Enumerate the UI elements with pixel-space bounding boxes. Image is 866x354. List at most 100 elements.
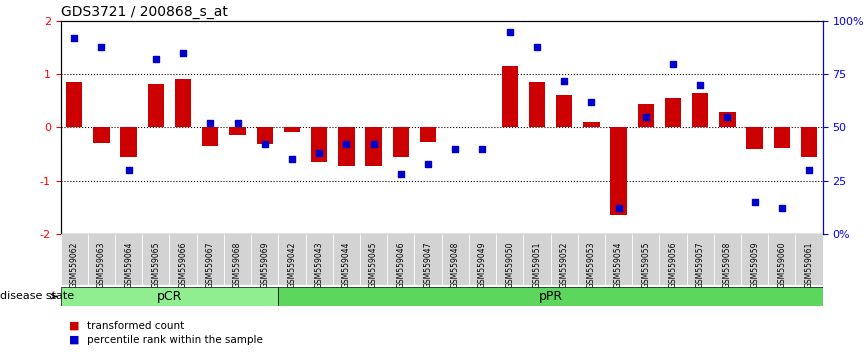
Point (530, 44, 544, 50)
Bar (632, 234, 659, 285)
Bar (578, 234, 605, 285)
Point (802, 167, 816, 173)
Bar (311, 127, 327, 162)
Point (285, 156, 299, 162)
Text: GSM559051: GSM559051 (533, 241, 541, 288)
Bar (720, 112, 735, 127)
Bar (741, 234, 768, 285)
Text: GSM559064: GSM559064 (124, 241, 133, 288)
Bar (94, 127, 110, 143)
Point (258, 142, 272, 147)
Bar (284, 127, 301, 132)
Bar (773, 127, 790, 148)
Bar (637, 103, 654, 127)
Bar (687, 234, 714, 285)
Bar (306, 234, 333, 285)
Point (503, 29, 517, 35)
Bar (387, 234, 415, 285)
Bar (170, 234, 197, 285)
Point (94, 44, 108, 50)
Bar (278, 287, 823, 306)
Text: GSM559058: GSM559058 (723, 241, 732, 288)
Text: GSM559065: GSM559065 (152, 241, 160, 288)
Point (421, 161, 435, 166)
Bar (469, 234, 496, 285)
Text: GSM559062: GSM559062 (70, 241, 79, 288)
Bar (415, 234, 442, 285)
Bar (746, 127, 763, 149)
Text: GSM559067: GSM559067 (206, 241, 215, 288)
Text: GSM559050: GSM559050 (505, 241, 514, 288)
Point (313, 150, 326, 156)
Bar (796, 234, 823, 285)
Text: GSM559061: GSM559061 (805, 241, 813, 288)
Point (666, 61, 680, 67)
Bar (665, 98, 682, 127)
Bar (523, 234, 551, 285)
Bar (197, 234, 224, 285)
Point (366, 142, 380, 147)
Bar (224, 234, 251, 285)
Bar (229, 127, 246, 135)
Bar (175, 79, 191, 127)
Bar (360, 234, 387, 285)
Bar (583, 122, 599, 127)
Point (585, 99, 598, 105)
Text: disease state: disease state (0, 291, 74, 302)
Bar (714, 234, 741, 285)
Point (122, 167, 136, 173)
Point (747, 199, 761, 205)
Point (449, 146, 462, 152)
Text: GSM559055: GSM559055 (642, 241, 650, 288)
Text: GDS3721 / 200868_s_at: GDS3721 / 200868_s_at (61, 5, 228, 19)
Bar (551, 234, 578, 285)
Text: pCR: pCR (157, 290, 182, 303)
Point (176, 50, 190, 56)
Text: pPR: pPR (539, 290, 563, 303)
Text: GSM559048: GSM559048 (451, 241, 460, 288)
Bar (605, 234, 632, 285)
Bar (392, 127, 409, 156)
Text: GSM559056: GSM559056 (669, 241, 677, 288)
Bar (61, 234, 87, 285)
Bar (365, 127, 382, 166)
Point (694, 82, 708, 88)
Bar (692, 93, 708, 127)
Point (149, 57, 163, 62)
Point (557, 78, 571, 84)
Bar (801, 127, 818, 156)
Text: GSM559042: GSM559042 (288, 241, 296, 288)
Bar (339, 127, 354, 166)
Point (339, 142, 353, 147)
Bar (115, 234, 142, 285)
Bar (202, 127, 218, 146)
Bar (278, 234, 306, 285)
Bar (496, 234, 523, 285)
Bar (768, 234, 796, 285)
Bar (142, 234, 170, 285)
Text: GSM559043: GSM559043 (314, 241, 324, 288)
Point (475, 146, 489, 152)
Bar (251, 234, 278, 285)
Bar (66, 82, 82, 127)
Text: GSM559049: GSM559049 (478, 241, 487, 288)
Text: GSM559053: GSM559053 (587, 241, 596, 288)
Bar (256, 127, 273, 144)
Bar (87, 234, 115, 285)
Text: ■: ■ (69, 321, 80, 331)
Text: GSM559057: GSM559057 (695, 241, 705, 288)
Text: GSM559069: GSM559069 (261, 241, 269, 288)
Bar (659, 234, 687, 285)
Bar (442, 234, 469, 285)
Bar (148, 84, 164, 127)
Text: GSM559046: GSM559046 (397, 241, 405, 288)
Bar (333, 234, 360, 285)
Text: GSM559060: GSM559060 (778, 241, 786, 288)
Bar (556, 95, 572, 127)
Point (721, 114, 734, 120)
Bar (420, 127, 436, 142)
Bar (61, 287, 278, 306)
Point (639, 114, 653, 120)
Text: GSM559054: GSM559054 (614, 241, 623, 288)
Point (611, 205, 625, 211)
